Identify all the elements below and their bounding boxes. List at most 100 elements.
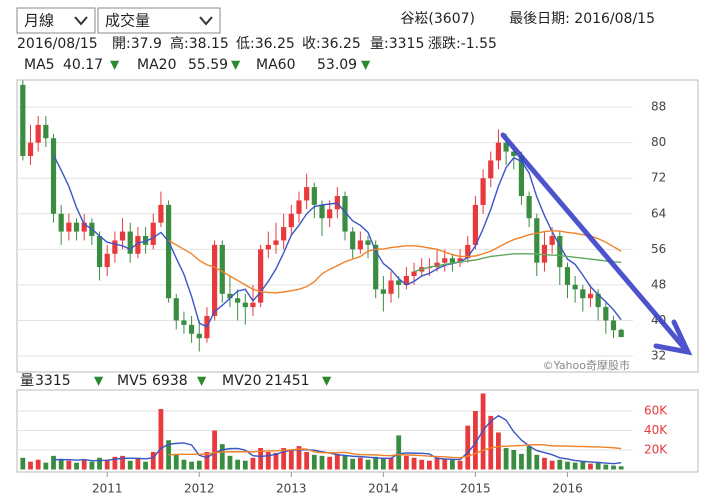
volume-bar [258, 448, 264, 470]
select-chevron[interactable] [199, 16, 213, 26]
info-change: 漲跌:-1.55 [428, 36, 497, 52]
x-tick-label: 2015 [460, 482, 491, 496]
volume-bar [89, 461, 95, 470]
y-tick-label: 72 [651, 171, 666, 185]
candle-body [526, 196, 532, 219]
candle-body [288, 213, 294, 228]
candle-body [511, 151, 517, 156]
select-box[interactable] [97, 7, 221, 34]
y-tick-label: 48 [651, 277, 666, 291]
volume-bar [66, 460, 72, 470]
candle-body [572, 284, 578, 290]
y-tick-label: 60K [644, 404, 668, 418]
candle-body [227, 293, 233, 299]
candle-body [142, 236, 149, 245]
candle-body [618, 329, 624, 338]
volume-bar [465, 425, 471, 470]
volume-bar [158, 409, 164, 470]
info-volume: 量:3315 [370, 36, 424, 52]
volume-bar [304, 451, 310, 470]
candle-body [165, 204, 172, 299]
candle-body [457, 258, 463, 263]
candle-body [557, 236, 563, 268]
volume-bar [380, 458, 386, 470]
candle-body [595, 293, 601, 308]
volume-bar [342, 455, 348, 470]
select-chevron[interactable] [74, 16, 88, 26]
candle-body [342, 196, 348, 232]
y-tick-label: 88 [651, 100, 666, 114]
volume-bar [288, 450, 294, 470]
x-tick-label: 2011 [92, 482, 123, 496]
volume-bar [327, 456, 333, 470]
volume-bar [334, 453, 340, 470]
x-tick-label: 2013 [276, 482, 307, 496]
legend-value: 3315 [35, 373, 71, 389]
candle-body [96, 236, 103, 268]
candle-body [311, 187, 317, 205]
volume-bar [319, 455, 325, 470]
volume-bar [189, 461, 194, 470]
legend-name: MA60 [256, 57, 295, 73]
select-text[interactable]: 月線 [24, 12, 54, 30]
period-select[interactable]: 月線 [16, 7, 96, 34]
candle-body [365, 240, 371, 245]
candle-body [58, 213, 64, 232]
volume-bar [281, 448, 287, 470]
volume-bar [227, 455, 233, 470]
x-tick-label: 2012 [184, 482, 215, 496]
volume-bar [588, 463, 593, 470]
select-box[interactable] [16, 7, 96, 34]
legend-value: 53.09 [317, 57, 357, 73]
volume-bar [112, 456, 118, 470]
candle-body [135, 236, 141, 254]
volume-bar [542, 457, 547, 470]
candle-body [66, 222, 72, 232]
candle-body [250, 302, 256, 308]
y-tick-label: 64 [651, 206, 666, 220]
legend-trend: ▼ [110, 58, 120, 72]
x-tick-label: 2016 [552, 482, 583, 496]
volume-bar [350, 458, 356, 470]
candle-body [480, 178, 486, 205]
candle-body [304, 187, 310, 201]
select-text[interactable]: 成交量 [105, 12, 150, 30]
candle-body [564, 267, 571, 285]
candle-body [35, 124, 41, 143]
stock-name: 谷崧(3607) [400, 11, 475, 27]
candle-body [43, 124, 49, 139]
indicator-select[interactable]: 成交量 [97, 7, 221, 34]
candle-body [235, 298, 241, 303]
info-high: 高:38.15 [170, 35, 229, 52]
arrow-head [653, 319, 693, 356]
candle-body [518, 156, 525, 196]
volume-bar [135, 458, 141, 470]
candle-body [73, 222, 80, 232]
info-date: 2016/08/15 [17, 36, 98, 52]
candle-body [196, 333, 202, 339]
ma-line [52, 154, 622, 328]
volume-bar [273, 452, 279, 470]
volume-bar [74, 462, 79, 470]
candle-body [104, 253, 110, 268]
volume-bar [595, 462, 601, 470]
volume-bar [181, 459, 187, 470]
legend-value: 55.59 [188, 57, 228, 73]
volume-bar [396, 435, 402, 470]
volume-bar [296, 446, 302, 470]
volume-bar [618, 466, 624, 470]
candle-body [534, 218, 540, 263]
ma-line [168, 229, 622, 294]
volume-bar [196, 460, 202, 470]
candle-body [273, 240, 279, 245]
volume-bar [565, 461, 570, 470]
ma-line [53, 414, 622, 465]
y-tick-label: 20K [644, 443, 668, 457]
volume-bar [104, 459, 110, 470]
candle-body [411, 271, 417, 276]
candle-body [281, 227, 287, 241]
candle-body [173, 298, 179, 321]
legend-value: 40.17 [63, 57, 103, 73]
candle-body [81, 222, 87, 232]
last-date: 最後日期: 2016/08/15 [509, 11, 655, 27]
